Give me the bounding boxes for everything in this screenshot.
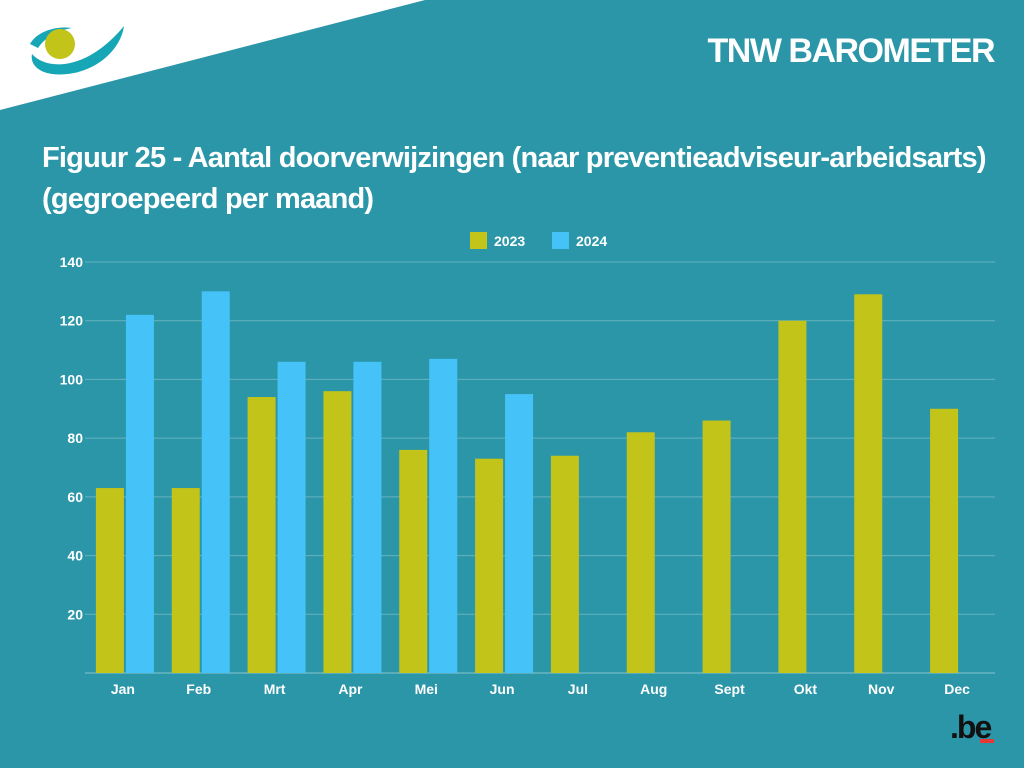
legend-swatch-2024 [552,232,569,249]
y-axis-ticks: 20 40 60 80 100 120 140 [60,254,84,622]
chart-gridlines [85,261,995,674]
y-tick-label: 80 [67,430,83,446]
y-tick-label: 20 [67,606,83,622]
bar-2024-mei [429,358,458,673]
chart-title: Figuur 25 - Aantal doorverwijzingen (naa… [42,142,987,215]
x-tick-label: Sept [714,681,745,697]
bar-2023-nov [854,294,883,673]
legend-swatch-2023 [470,232,487,249]
bar-2024-jun [505,394,534,673]
x-tick-label: Feb [186,681,211,697]
bar-2024-mrt [277,361,306,673]
bar-2024-apr [353,361,382,673]
x-tick-label: Aug [640,681,667,697]
legend-label-2023: 2023 [494,233,525,249]
y-tick-label: 120 [60,313,84,329]
y-tick-label: 40 [67,548,83,564]
x-tick-label: Mei [415,681,438,697]
x-tick-label: Jan [111,681,135,697]
x-tick-label: Nov [868,681,895,697]
bar-2023-jun [475,458,504,673]
bar-2023-feb [171,488,200,673]
x-tick-label: Apr [338,681,363,697]
y-tick-label: 140 [60,254,84,270]
bar-2023-aug [626,432,655,673]
bar-2024-feb [201,291,230,673]
chart-legend: 2023 2024 [470,232,607,249]
legend-label-2024: 2024 [576,233,607,249]
bar-2024-jan [125,314,154,673]
x-tick-label: Okt [794,681,818,697]
x-axis-ticks: Jan Feb Mrt Apr Mei Jun Jul Aug Sept Okt Nov Dec [111,681,970,697]
government-eye-logo [30,26,124,75]
bar-2023-jul [550,455,579,673]
x-tick-label: Jul [568,681,588,697]
y-tick-label: 100 [60,371,84,387]
bar-2023-sept [702,420,731,673]
header-title: TNW BAROMETER [707,32,996,70]
bar-2023-okt [778,320,807,673]
x-tick-label: Mrt [264,681,286,697]
x-tick-label: Jun [490,681,515,697]
bar-2023-jan [95,488,124,673]
bar-2023-apr [323,391,352,673]
bar-2023-mrt [247,397,276,673]
dot-be-logo: .be [950,709,994,744]
y-tick-label: 60 [67,489,83,505]
bar-2023-dec [930,408,959,673]
chart-bars [95,291,959,673]
be-logo-text: .be [950,709,991,744]
x-tick-label: Dec [944,681,970,697]
bar-2023-mei [399,449,428,673]
be-logo-red-underline [980,739,994,743]
